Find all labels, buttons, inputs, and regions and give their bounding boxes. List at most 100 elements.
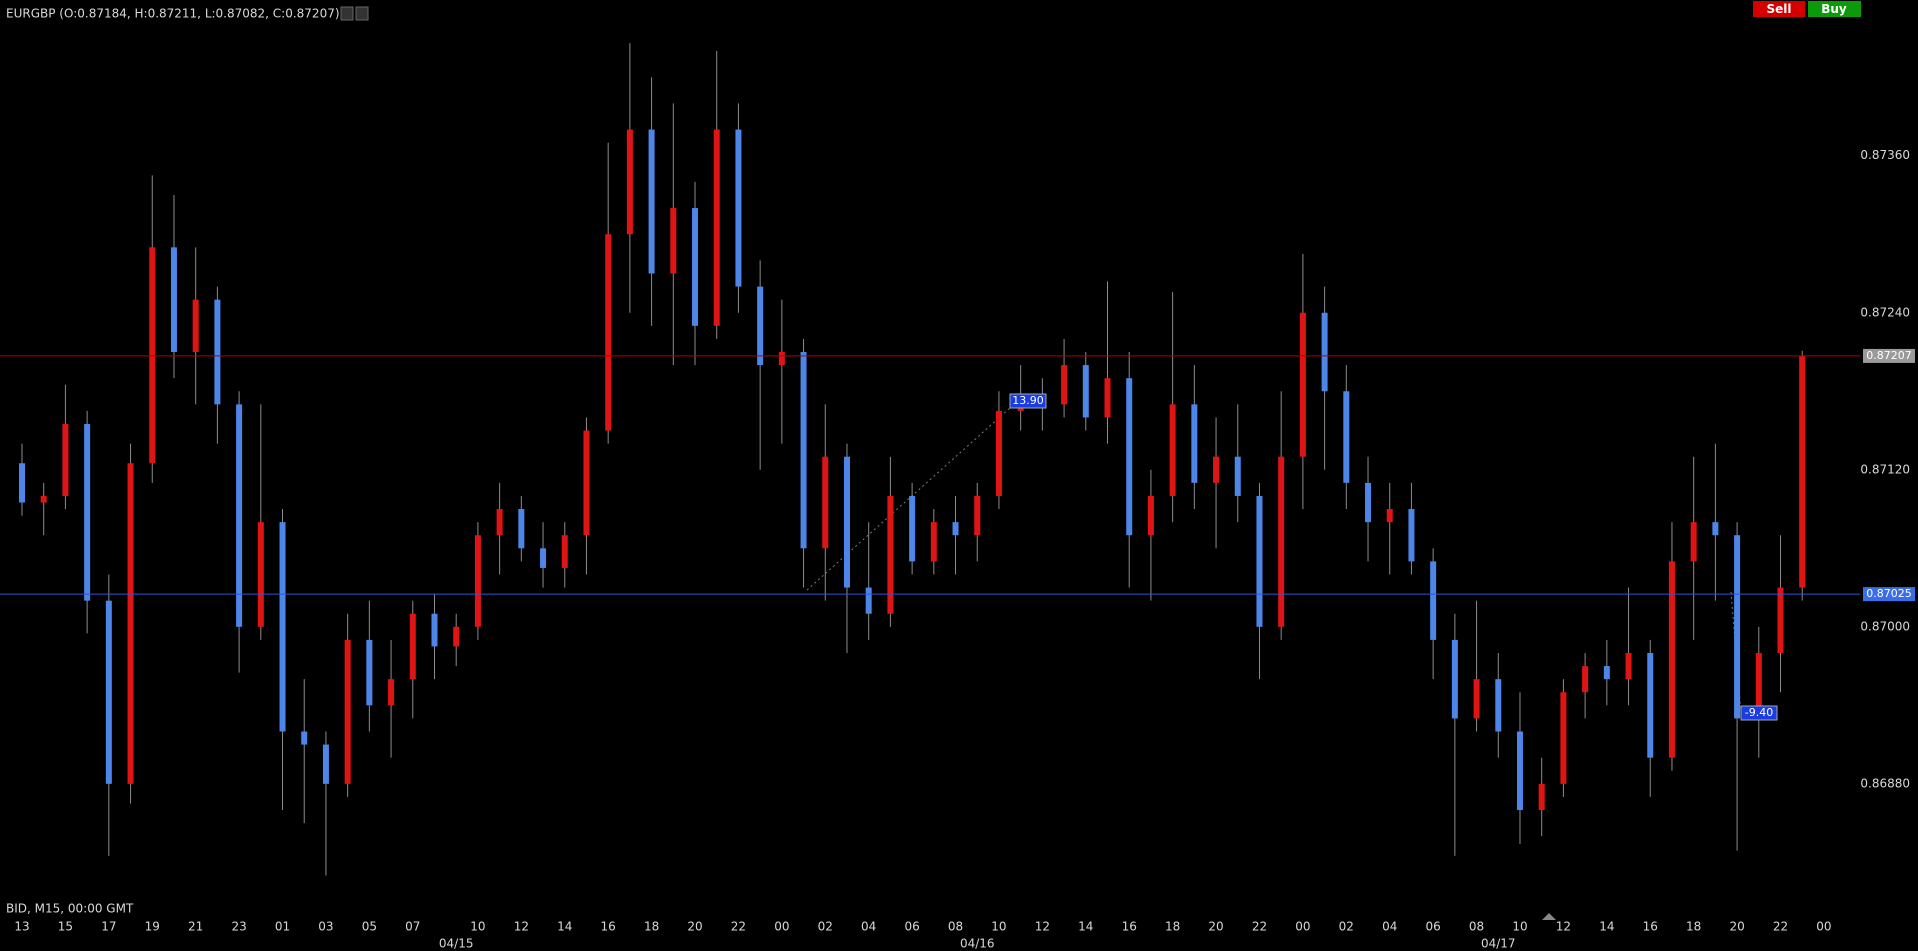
candle-body bbox=[865, 587, 872, 614]
x-tick-label: 10 bbox=[1512, 920, 1527, 934]
buy-button[interactable]: Buy bbox=[1808, 1, 1861, 17]
candle-body bbox=[1690, 522, 1697, 562]
buy-label[interactable]: Buy bbox=[1821, 2, 1847, 16]
x-tick-label: 00 bbox=[1295, 920, 1310, 934]
x-tick-label: 16 bbox=[601, 920, 616, 934]
candle-body bbox=[1256, 495, 1263, 627]
x-tick-label: 04 bbox=[861, 920, 876, 934]
candle-body bbox=[1712, 522, 1719, 536]
x-tick-label: 10 bbox=[991, 920, 1006, 934]
x-tick-label: 19 bbox=[145, 920, 160, 934]
x-tick-label: 01 bbox=[275, 920, 290, 934]
candle-body bbox=[105, 600, 112, 784]
x-tick-label: 16 bbox=[1643, 920, 1658, 934]
candle-body bbox=[279, 522, 286, 732]
candle-body bbox=[1755, 652, 1762, 719]
sell-label[interactable]: Sell bbox=[1766, 2, 1791, 16]
y-tick-label: 0.86880 bbox=[1860, 776, 1910, 790]
x-tick-label: 03 bbox=[318, 920, 333, 934]
candle-body bbox=[1213, 456, 1220, 483]
annotation-label: -9.40 bbox=[1745, 706, 1773, 719]
candle-body bbox=[301, 731, 308, 745]
candle-body bbox=[540, 548, 547, 568]
candle-body bbox=[757, 286, 764, 366]
candle-body bbox=[518, 509, 525, 549]
candle-body bbox=[952, 522, 959, 536]
price-label-bg bbox=[1863, 348, 1915, 363]
candle-body bbox=[1321, 312, 1328, 392]
candle-body bbox=[822, 456, 829, 549]
y-tick-label: 0.87120 bbox=[1860, 462, 1910, 476]
candle-body bbox=[62, 423, 69, 496]
candle-body bbox=[713, 129, 720, 326]
price-label: 0.87025 bbox=[1866, 587, 1912, 600]
x-tick-label: 07 bbox=[405, 920, 420, 934]
y-tick-label: 0.87240 bbox=[1860, 305, 1910, 319]
candle-body bbox=[583, 430, 590, 536]
candle-body bbox=[1777, 587, 1784, 653]
candle-body bbox=[344, 639, 351, 784]
x-tick-label: 05 bbox=[362, 920, 377, 934]
candle-body bbox=[1147, 495, 1154, 536]
candle-body bbox=[1516, 731, 1523, 811]
candle-body bbox=[1560, 692, 1567, 784]
x-tick-label: 06 bbox=[904, 920, 919, 934]
x-tick-label: 13 bbox=[14, 920, 29, 934]
sell-button[interactable]: Sell bbox=[1753, 1, 1805, 17]
annotation-bg bbox=[1009, 393, 1047, 409]
x-tick-label: 00 bbox=[1816, 920, 1831, 934]
candle-body bbox=[366, 639, 373, 706]
candle-body bbox=[930, 522, 937, 562]
price-label-bg bbox=[1863, 587, 1915, 602]
x-date-label: 04/15 bbox=[439, 937, 474, 951]
x-tick-label: 12 bbox=[514, 920, 529, 934]
y-tick-label: 0.87000 bbox=[1860, 619, 1910, 633]
x-tick-label: 12 bbox=[1035, 920, 1050, 934]
candle-body bbox=[648, 129, 655, 274]
x-tick-label: 20 bbox=[1208, 920, 1223, 934]
x-tick-label: 08 bbox=[1469, 920, 1484, 934]
candle-body bbox=[1278, 456, 1285, 627]
candle-body bbox=[236, 404, 243, 627]
x-tick-label: 12 bbox=[1556, 920, 1571, 934]
buy-button-bg[interactable] bbox=[1808, 1, 1861, 17]
annotation-label: 13.90 bbox=[1012, 394, 1044, 407]
x-tick-label: 20 bbox=[1729, 920, 1744, 934]
candle-body bbox=[1299, 312, 1306, 457]
x-tick-label: 17 bbox=[101, 920, 116, 934]
candle-body bbox=[1126, 378, 1133, 536]
sell-button-bg[interactable] bbox=[1753, 1, 1805, 17]
candle-body bbox=[843, 456, 850, 588]
x-tick-label: 23 bbox=[231, 920, 246, 934]
x-tick-label: 18 bbox=[1686, 920, 1701, 934]
candle-body bbox=[214, 299, 221, 405]
icon-button[interactable] bbox=[355, 6, 369, 21]
candle-body bbox=[1603, 666, 1610, 680]
candle-body bbox=[1386, 509, 1393, 523]
x-tick-label: 04 bbox=[1382, 920, 1397, 934]
candle-body bbox=[1408, 509, 1415, 562]
x-tick-label: 10 bbox=[470, 920, 485, 934]
candle-body bbox=[1343, 391, 1350, 483]
x-tick-label: 14 bbox=[1599, 920, 1614, 934]
icon-button[interactable] bbox=[340, 6, 354, 21]
candle-body bbox=[778, 352, 785, 366]
candle-body bbox=[1104, 378, 1111, 418]
x-tick-label: 14 bbox=[557, 920, 572, 934]
candle-body bbox=[995, 410, 1002, 496]
marker-triangle bbox=[1542, 913, 1556, 920]
candle-body bbox=[474, 535, 481, 627]
candle-body bbox=[1625, 652, 1632, 680]
candle-body bbox=[1191, 404, 1198, 483]
x-tick-label: 22 bbox=[1252, 920, 1267, 934]
candle-body bbox=[19, 463, 25, 503]
candle-body bbox=[170, 247, 177, 353]
candle-body bbox=[1169, 404, 1176, 496]
candle-body bbox=[431, 613, 438, 647]
x-tick-label: 15 bbox=[58, 920, 73, 934]
x-tick-label: 18 bbox=[644, 920, 659, 934]
candle-body bbox=[1061, 365, 1068, 405]
chart-title: EURGBP (O:0.87184, H:0.87211, L:0.87082,… bbox=[6, 7, 340, 21]
candle-body bbox=[496, 509, 503, 536]
